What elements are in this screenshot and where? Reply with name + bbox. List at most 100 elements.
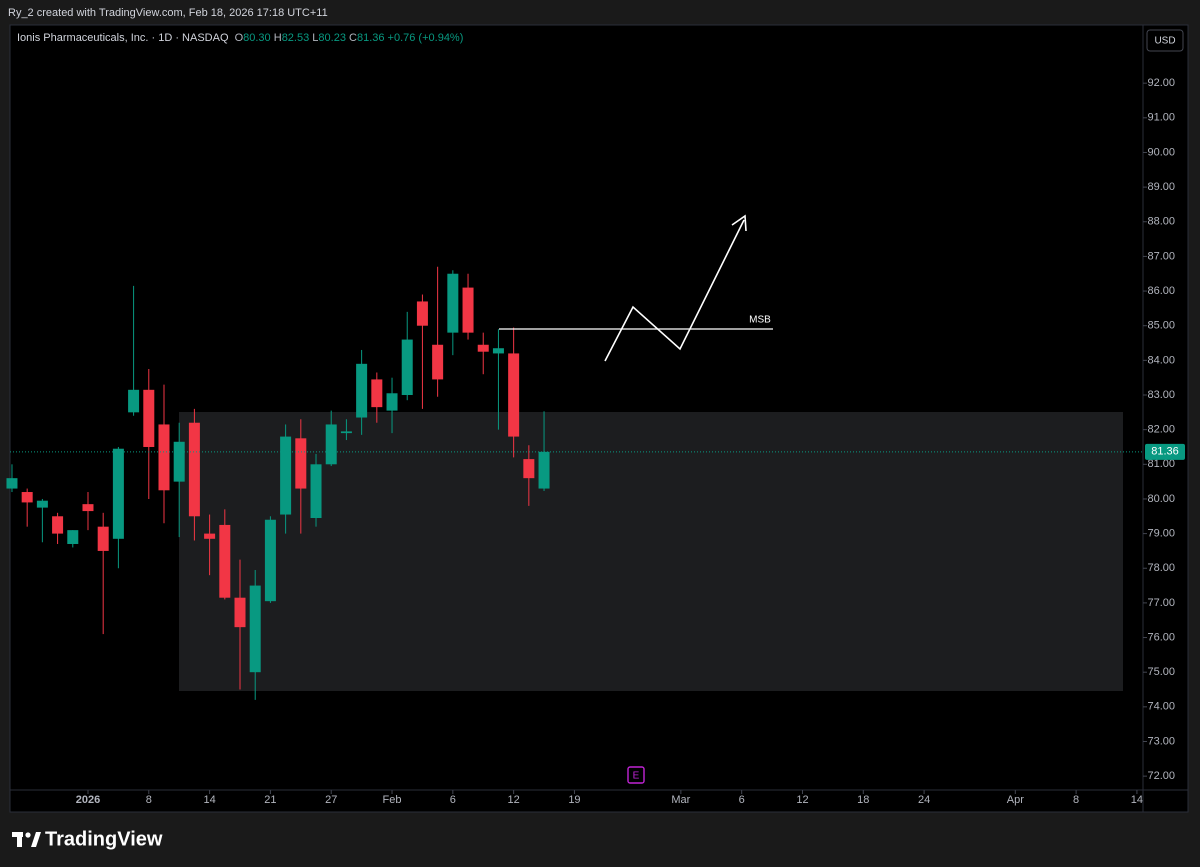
legend: Ionis Pharmaceuticals, Inc. · 1D · NASDA… (17, 32, 463, 44)
y-tick-label: 86.00 (1147, 285, 1175, 297)
y-tick-label: 73.00 (1147, 735, 1175, 747)
candle-body (538, 451, 550, 489)
candle-body (173, 441, 185, 482)
y-tick-label: 72.00 (1147, 770, 1175, 782)
ohlc-value: 82.53 (282, 32, 310, 44)
candle-body (356, 363, 368, 418)
y-tick-label: 89.00 (1147, 181, 1175, 193)
candle-body (158, 424, 170, 491)
x-tick-label: 18 (857, 794, 869, 806)
candle-body (82, 504, 94, 512)
x-tick-label: Apr (1007, 794, 1024, 806)
ohlc-key: O (235, 32, 244, 44)
last-price-label: 81.36 (1151, 446, 1179, 458)
candle-body (447, 273, 459, 333)
x-tick-label: 8 (146, 794, 152, 806)
x-tick-label: Mar (671, 794, 690, 806)
x-tick-label: 14 (203, 794, 215, 806)
y-tick-label: 79.00 (1147, 528, 1175, 540)
earnings-marker[interactable] (627, 766, 645, 784)
x-tick-label: 12 (508, 794, 520, 806)
y-tick-label: 92.00 (1147, 77, 1175, 89)
ohlc-value: 80.30 (243, 32, 271, 44)
symbol: Ionis Pharmaceuticals, Inc. · 1D · NASDA… (17, 32, 229, 44)
candle-body (143, 389, 155, 447)
currency-button[interactable] (1146, 29, 1184, 52)
y-tick-label: 76.00 (1147, 631, 1175, 643)
y-tick-label: 81.00 (1147, 458, 1175, 470)
y-tick-label: 74.00 (1147, 701, 1175, 713)
ohlc-key: C (349, 32, 357, 44)
candle-body (295, 438, 307, 489)
logo-mark (12, 832, 41, 847)
candle-body (97, 526, 109, 551)
candle-body (371, 379, 383, 408)
y-tick-label: 84.00 (1147, 354, 1175, 366)
x-tick-label: 2026 (76, 794, 100, 806)
plot (6, 266, 550, 700)
ohlc-key: H (274, 32, 282, 44)
candle-body (36, 500, 48, 508)
candle-body (508, 353, 520, 437)
change: +0.76 (+0.94%) (388, 32, 464, 44)
candle-body (234, 597, 246, 628)
candle-body (128, 389, 140, 413)
candle-body (523, 459, 535, 479)
candle-body (249, 585, 261, 673)
last-price-box (1145, 443, 1185, 460)
candle-body (462, 287, 474, 333)
currency-label[interactable]: USD (1154, 36, 1175, 47)
candle-body (401, 339, 413, 396)
candle-body (67, 530, 79, 544)
y-tick-label: 80.00 (1147, 493, 1175, 505)
candle-body (188, 422, 200, 517)
candle-body (340, 431, 352, 434)
candle-body (264, 519, 276, 602)
candle-body (6, 478, 18, 489)
x-tick-label: 6 (739, 794, 745, 806)
candle-body (477, 344, 489, 352)
candle-body (112, 448, 124, 539)
x-tick-label: 8 (1073, 794, 1079, 806)
x-tick-label: Feb (383, 794, 402, 806)
logo-text: TradingView (45, 828, 163, 850)
candle-body (310, 464, 322, 519)
x-tick-label: 21 (264, 794, 276, 806)
candle-body (492, 348, 504, 354)
demand-zone (179, 412, 1123, 691)
ohlc-value: 81.36 (357, 32, 385, 44)
y-tick-label: 75.00 (1147, 666, 1175, 678)
projection-arrowhead (731, 214, 747, 232)
candle-body (416, 301, 428, 326)
earnings-label[interactable]: E (633, 771, 640, 782)
ohlc-value: 80.23 (318, 32, 346, 44)
candle-body (325, 424, 337, 465)
candle-body (21, 492, 33, 503)
y-tick-label: 85.00 (1147, 320, 1175, 332)
y-tick-label: 83.00 (1147, 389, 1175, 401)
y-tick-label: 88.00 (1147, 216, 1175, 228)
candle-body (219, 524, 231, 598)
x-tick-label: 24 (918, 794, 930, 806)
x-tick-label: 19 (568, 794, 580, 806)
candle-body (432, 344, 444, 380)
credit: Ry_2 created with TradingView.com, Feb 1… (8, 7, 328, 19)
candle-body (204, 533, 216, 539)
candle-body (386, 393, 398, 411)
x-tick-label: 6 (450, 794, 456, 806)
y-tick-label: 82.00 (1147, 424, 1175, 436)
candle-body (280, 436, 292, 515)
x-tick-label: 27 (325, 794, 337, 806)
candle-body (52, 516, 64, 534)
y-tick-label: 78.00 (1147, 562, 1175, 574)
y-tick-label: 90.00 (1147, 146, 1175, 158)
ohlc-key: L (312, 32, 318, 44)
x-tick-label: 14 (1131, 794, 1143, 806)
x-tick-label: 12 (796, 794, 808, 806)
y-tick-label: 91.00 (1147, 112, 1175, 124)
y-tick-label: 87.00 (1147, 250, 1175, 262)
projection-path (604, 219, 745, 362)
y-tick-label: 77.00 (1147, 597, 1175, 609)
msb-label: MSB (749, 315, 771, 326)
